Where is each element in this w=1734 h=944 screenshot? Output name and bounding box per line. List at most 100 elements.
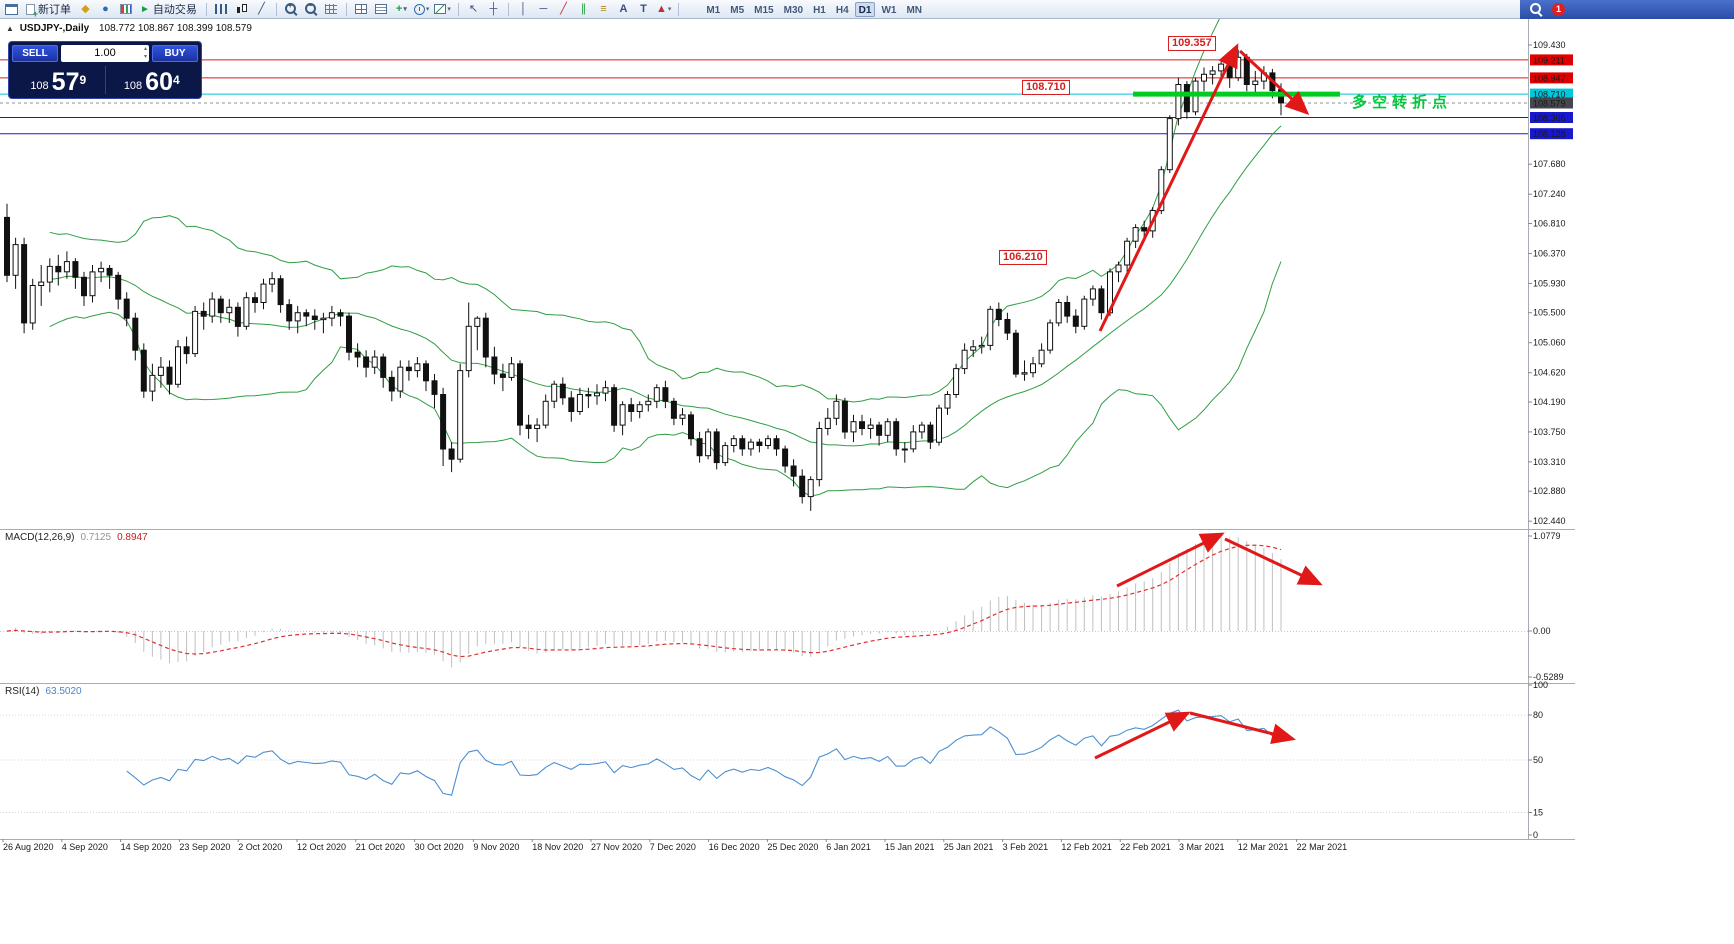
svg-text:107.680: 107.680 <box>1533 159 1566 169</box>
svg-text:23 Sep 2020: 23 Sep 2020 <box>179 842 230 852</box>
date-axis[interactable]: 26 Aug 2020 4 Sep 2020 14 Sep 2020 23 Sep 2… <box>2 839 1347 852</box>
sell-price[interactable]: 108 57 9 <box>30 68 87 96</box>
template-icon[interactable]: ▾ <box>434 2 451 17</box>
svg-text:21 Oct 2020: 21 Oct 2020 <box>356 842 405 852</box>
one-click-collapse-icon[interactable]: ▲ <box>6 24 14 33</box>
timeframe-M30[interactable]: M30 <box>783 4 804 16</box>
notification-badge[interactable]: 1 <box>1552 3 1565 16</box>
rsi-axis[interactable]: 100 80 50 15 0 <box>1528 680 1548 840</box>
market-watch-icon[interactable]: ● <box>102 2 109 15</box>
metaquotes-icon[interactable]: ◆ <box>81 2 90 15</box>
svg-text:108.579: 108.579 <box>1533 99 1566 109</box>
toolbar: 新订单 ◆ ● ► 自动交易 ╱ + − +▾ ▾ ▾ ↖ ┼ │ ─ ╱ ∥ … <box>0 0 1734 19</box>
buy-button[interactable]: BUY <box>152 45 198 62</box>
svg-text:106.370: 106.370 <box>1533 249 1566 259</box>
toolbar-right-section: 1 <box>1520 0 1734 19</box>
macd-axis[interactable]: 1.0779 0.00 -0.5289 <box>1528 531 1564 682</box>
svg-text:1.0779: 1.0779 <box>1533 531 1561 541</box>
new-order-label: 新订单 <box>38 4 71 16</box>
timeframe-H4[interactable]: H4 <box>835 4 849 16</box>
line-chart-icon[interactable]: ╱ <box>258 2 265 15</box>
svg-text:80: 80 <box>1533 710 1543 720</box>
svg-text:0.00: 0.00 <box>1533 626 1551 636</box>
sell-button[interactable]: SELL <box>12 45 58 62</box>
buy-price[interactable]: 108 60 4 <box>123 68 180 96</box>
fibonacci-icon[interactable]: ≡ <box>600 2 607 15</box>
auto-trading-button[interactable]: ► 自动交易 <box>138 1 199 17</box>
svg-text:3 Feb 2021: 3 Feb 2021 <box>1003 842 1049 852</box>
svg-text:18 Nov 2020: 18 Nov 2020 <box>532 842 583 852</box>
add-indicator-icon[interactable]: + ▾ <box>395 2 407 15</box>
zoom-out-icon[interactable]: − <box>304 2 319 17</box>
svg-text:25 Jan 2021: 25 Jan 2021 <box>944 842 994 852</box>
grid-icon[interactable] <box>324 2 339 17</box>
vertical-line-icon[interactable]: │ <box>520 2 527 15</box>
svg-text:108.128: 108.128 <box>1533 129 1566 139</box>
svg-text:16 Dec 2020: 16 Dec 2020 <box>709 842 760 852</box>
svg-text:15 Jan 2021: 15 Jan 2021 <box>885 842 935 852</box>
label-icon[interactable]: T <box>640 2 647 15</box>
chart-canvas[interactable]: 109.430 107.680 107.240 106.810 106.370 105.9… <box>0 19 1575 860</box>
svg-text:30 Oct 2020: 30 Oct 2020 <box>415 842 464 852</box>
chart-ohlc-values: 108.772 108.867 108.399 108.579 <box>98 23 252 34</box>
svg-text:102.440: 102.440 <box>1533 516 1566 526</box>
chart-list-icon[interactable] <box>374 2 389 17</box>
svg-text:2 Oct 2020: 2 Oct 2020 <box>238 842 282 852</box>
timeframe-M15[interactable]: M15 <box>754 4 774 16</box>
candlesticks <box>4 49 1284 511</box>
svg-text:106.810: 106.810 <box>1533 219 1566 229</box>
price-callout[interactable]: 108.710 <box>1022 80 1070 96</box>
price-axis[interactable]: 109.430 107.680 107.240 106.810 106.370 105.9… <box>1528 40 1573 526</box>
periods-icon[interactable]: ▾ <box>413 2 429 17</box>
svg-text:107.240: 107.240 <box>1533 189 1566 199</box>
svg-text:108.366: 108.366 <box>1533 113 1566 123</box>
svg-text:12 Feb 2021: 12 Feb 2021 <box>1061 842 1112 852</box>
toolbar-separator <box>457 2 459 16</box>
candlestick-chart-icon[interactable] <box>234 2 249 17</box>
svg-text:105.930: 105.930 <box>1533 278 1566 288</box>
search-icon[interactable] <box>1529 2 1543 17</box>
price-callout[interactable]: 106.210 <box>999 250 1047 266</box>
svg-text:102.880: 102.880 <box>1533 486 1566 496</box>
timeframe-MN[interactable]: MN <box>906 4 923 16</box>
volume-stepper[interactable]: ▴ ▾ <box>143 46 147 60</box>
svg-text:104.620: 104.620 <box>1533 368 1566 378</box>
tile-windows-icon[interactable] <box>354 2 369 17</box>
chart-profile-icon[interactable] <box>118 2 133 17</box>
horizontal-line-icon[interactable]: ─ <box>539 2 548 15</box>
channel-icon[interactable]: ∥ <box>580 2 587 15</box>
timeframe-M5[interactable]: M5 <box>730 4 745 16</box>
svg-text:7 Dec 2020: 7 Dec 2020 <box>650 842 696 852</box>
price-callout[interactable]: 109.357 <box>1168 35 1216 51</box>
chart-symbol-label: USDJPY-,Daily <box>19 23 90 34</box>
timeframe-D1[interactable]: D1 <box>854 1 876 17</box>
trend-arrows[interactable] <box>1098 43 1310 332</box>
text-icon[interactable]: A <box>619 2 628 15</box>
timeframe-W1[interactable]: W1 <box>881 4 897 16</box>
auto-trading-icon: ► <box>140 3 150 15</box>
svg-text:105.060: 105.060 <box>1533 338 1566 348</box>
timeframe-M1[interactable]: M1 <box>706 4 721 16</box>
svg-text:4 Sep 2020: 4 Sep 2020 <box>62 842 108 852</box>
zoom-in-icon[interactable]: + <box>284 2 299 17</box>
shapes-icon[interactable]: ▲ ▾ <box>655 2 672 15</box>
new-order-button[interactable]: 新订单 <box>24 1 73 19</box>
svg-text:3 Mar 2021: 3 Mar 2021 <box>1179 842 1225 852</box>
crosshair-icon[interactable]: ┼ <box>489 2 498 15</box>
timeframe-H1[interactable]: H1 <box>813 4 826 16</box>
chart-window: 109.430 107.680 107.240 106.810 106.370 105.9… <box>0 19 1734 944</box>
timeframe-toolbar: M1 M5 M15 M30 H1 H4 D1 W1 MN <box>702 1 926 17</box>
rsi-indicator-label: RSI(14) 63.5020 <box>5 686 82 697</box>
macd-signal-line <box>6 544 1282 658</box>
volume-value: 1.00 <box>94 47 116 59</box>
svg-text:14 Sep 2020: 14 Sep 2020 <box>121 842 172 852</box>
cursor-icon[interactable]: ↖ <box>468 2 479 15</box>
svg-text:103.750: 103.750 <box>1533 427 1566 437</box>
chart-window-icon[interactable] <box>4 2 19 17</box>
horizontal-level-lines[interactable] <box>0 59 1528 135</box>
annotation-text[interactable]: 多空转折点 <box>1352 94 1453 111</box>
volume-input[interactable]: 1.00 ▴ ▾ <box>61 45 149 62</box>
trendline-icon[interactable]: ╱ <box>560 2 567 15</box>
bar-chart-icon[interactable] <box>214 2 229 17</box>
svg-text:22 Feb 2021: 22 Feb 2021 <box>1120 842 1171 852</box>
